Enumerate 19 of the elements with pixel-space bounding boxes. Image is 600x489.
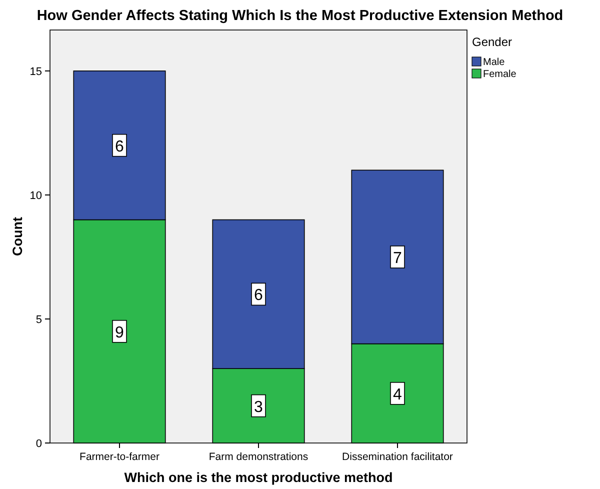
y-tick-label: 15 (30, 66, 42, 78)
data-label: 9 (115, 324, 124, 342)
legend-label: Male (483, 57, 506, 68)
x-tick-label: Farm demonstrations (208, 451, 308, 463)
x-tick-label: Dissemination facilitator (342, 451, 454, 463)
chart-title: How Gender Affects Stating Which Is the Most Productive Extension Method (36, 8, 564, 24)
y-tick-label: 5 (36, 314, 42, 326)
legend-title: Gender (472, 35, 512, 49)
data-label: 7 (393, 250, 402, 267)
x-tick-label: Farmer-to-farmer (80, 451, 160, 463)
y-tick-label: 10 (30, 190, 42, 202)
legend-label: Female (483, 69, 517, 80)
data-label: 6 (254, 287, 264, 304)
y-axis-title: Count (10, 216, 25, 256)
y-tick-label: 0 (36, 438, 42, 450)
data-label: 6 (115, 138, 124, 156)
data-label: 4 (393, 386, 402, 404)
data-label: 3 (254, 398, 264, 416)
x-axis-title: Which one is the most productive method (124, 470, 393, 485)
